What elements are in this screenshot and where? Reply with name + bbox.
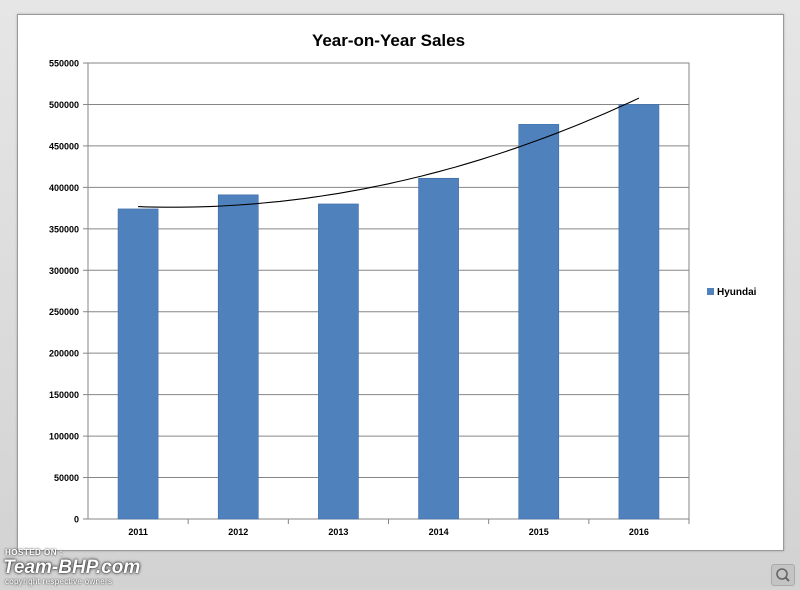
bar-2012 [217, 194, 259, 520]
bar-2013 [318, 203, 359, 520]
hosted-on-text: HOSTED ON : [5, 548, 63, 557]
bar-2016 [618, 104, 660, 520]
magnifier-icon [776, 568, 790, 582]
bar-2014 [418, 177, 459, 520]
x-tick-label: 2016 [629, 527, 649, 537]
x-tick-label: 2011 [128, 527, 148, 537]
legend-label: Hyundai [717, 287, 757, 298]
y-tick-label: 100000 [49, 432, 79, 442]
y-tick-label: 450000 [49, 141, 79, 151]
bar-2015 [518, 124, 560, 520]
x-tick-label: 2015 [529, 527, 549, 537]
bar-chart: Year-on-Year Sales 0 50000 100000 150000 2000… [49, 31, 757, 537]
y-tick-label: 250000 [49, 307, 79, 317]
copyright-text: copyright respective owners [5, 577, 113, 586]
bar-2011 [117, 208, 159, 520]
plot-area-border [87, 62, 690, 520]
y-tick-label: 550000 [49, 59, 79, 69]
y-tick-label: 350000 [49, 224, 79, 234]
chart-title: Year-on-Year Sales [312, 31, 465, 50]
legend-swatch [707, 288, 714, 295]
x-tick-label: 2012 [228, 527, 248, 537]
y-tick-label: 50000 [54, 473, 79, 483]
x-tick-label: 2014 [429, 527, 449, 537]
y-tick-label: 400000 [49, 183, 79, 193]
chart-area: Year-on-Year Sales 0 50000 100000 150000 2000… [17, 14, 784, 551]
y-tick-label: 150000 [49, 390, 79, 400]
y-tick-label: 300000 [49, 266, 79, 276]
y-tick-label: 500000 [49, 100, 79, 110]
trendline [138, 97, 640, 208]
zoom-button[interactable] [771, 564, 795, 586]
y-tick-label: 200000 [49, 349, 79, 359]
y-tick-label: 0 [74, 515, 79, 525]
team-bhp-logo: Team-BHP.com [3, 557, 141, 578]
hosting-watermark: HOSTED ON : Team-BHP.com copyright respe… [3, 548, 203, 586]
x-tick-label: 2013 [328, 527, 348, 537]
